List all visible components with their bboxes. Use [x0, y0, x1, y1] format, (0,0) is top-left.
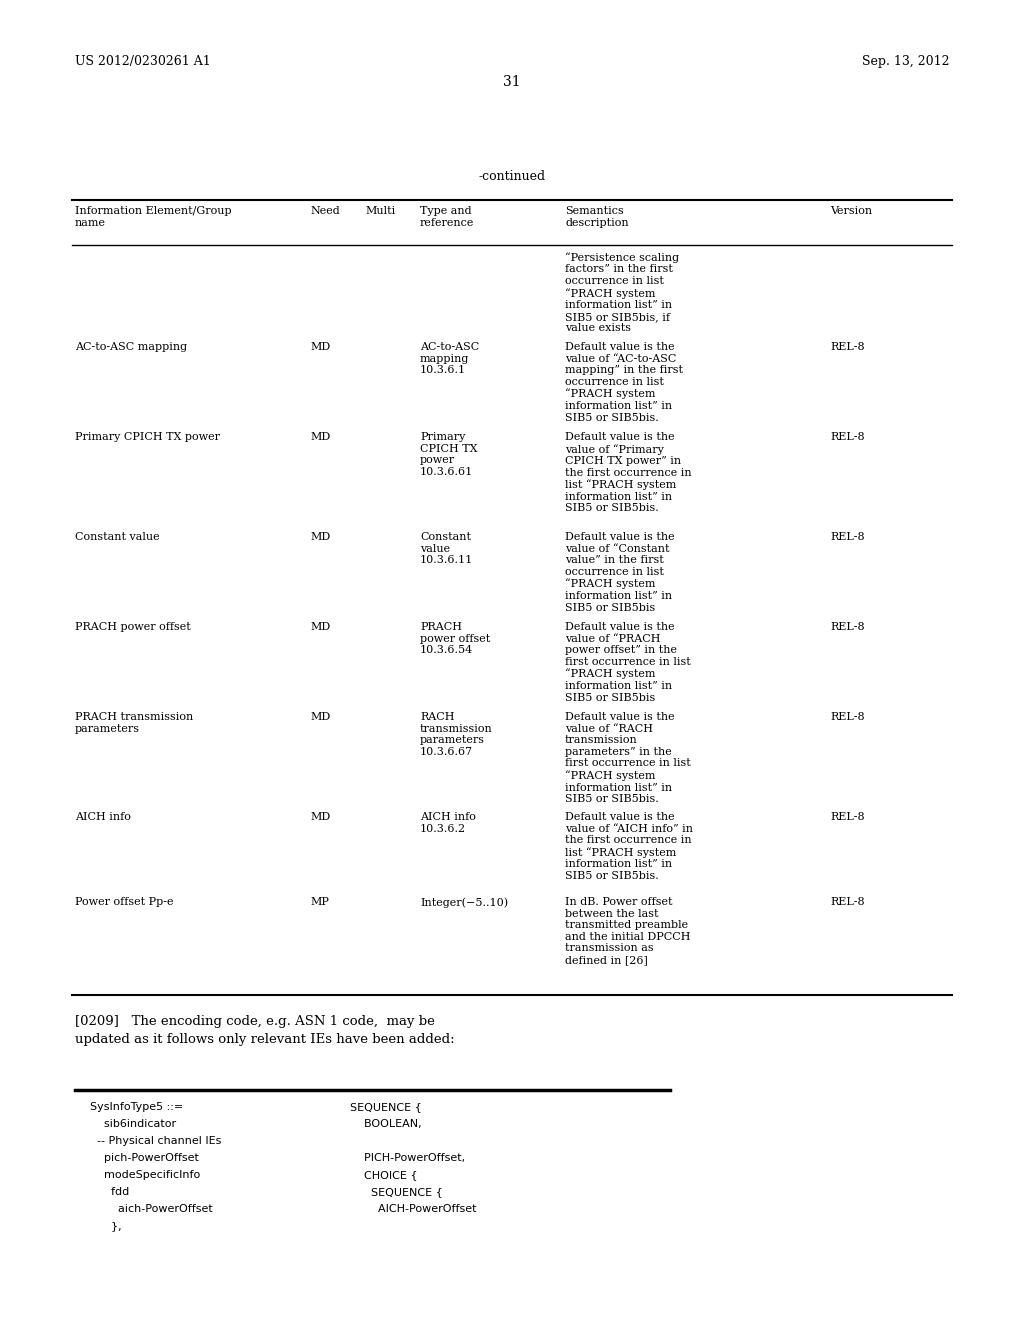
- Text: modeSpecificInfo: modeSpecificInfo: [90, 1170, 201, 1180]
- Text: Constant value: Constant value: [75, 532, 160, 543]
- Text: pich-PowerOffset: pich-PowerOffset: [90, 1152, 199, 1163]
- Text: updated as it follows only relevant IEs have been added:: updated as it follows only relevant IEs …: [75, 1034, 455, 1045]
- Text: Multi: Multi: [365, 206, 395, 216]
- Text: REL-8: REL-8: [830, 622, 864, 632]
- Text: SEQUENCE {: SEQUENCE {: [350, 1187, 442, 1197]
- Text: BOOLEAN,: BOOLEAN,: [350, 1119, 422, 1129]
- Text: REL-8: REL-8: [830, 812, 864, 822]
- Text: MD: MD: [310, 622, 331, 632]
- Text: -- Physical channel IEs: -- Physical channel IEs: [90, 1137, 221, 1146]
- Text: REL-8: REL-8: [830, 432, 864, 442]
- Text: Default value is the
value of “AC-to-ASC
mapping” in the first
occurrence in lis: Default value is the value of “AC-to-ASC…: [565, 342, 683, 422]
- Text: RACH
transmission
parameters
10.3.6.67: RACH transmission parameters 10.3.6.67: [420, 711, 493, 756]
- Text: Default value is the
value of “RACH
transmission
parameters” in the
first occurr: Default value is the value of “RACH tran…: [565, 711, 691, 804]
- Text: REL-8: REL-8: [830, 342, 864, 352]
- Text: Information Element/Group
name: Information Element/Group name: [75, 206, 231, 227]
- Text: AC-to-ASC
mapping
10.3.6.1: AC-to-ASC mapping 10.3.6.1: [420, 342, 479, 375]
- Text: PRACH
power offset
10.3.6.54: PRACH power offset 10.3.6.54: [420, 622, 490, 655]
- Text: Integer(−5..10): Integer(−5..10): [420, 898, 508, 908]
- Text: SysInfoType5 ::=: SysInfoType5 ::=: [90, 1102, 183, 1111]
- Text: AC-to-ASC mapping: AC-to-ASC mapping: [75, 342, 187, 352]
- Text: Constant
value
10.3.6.11: Constant value 10.3.6.11: [420, 532, 473, 565]
- Text: },: },: [90, 1221, 122, 1232]
- Text: Default value is the
value of “Primary
CPICH TX power” in
the first occurrence i: Default value is the value of “Primary C…: [565, 432, 691, 513]
- Text: MP: MP: [310, 898, 329, 907]
- Text: PICH-PowerOffset,: PICH-PowerOffset,: [350, 1152, 465, 1163]
- Text: Default value is the
value of “Constant
value” in the first
occurrence in list
“: Default value is the value of “Constant …: [565, 532, 675, 612]
- Text: AICH info
10.3.6.2: AICH info 10.3.6.2: [420, 812, 476, 834]
- Text: “Persistence scaling
factors” in the first
occurrence in list
“PRACH system
info: “Persistence scaling factors” in the fir…: [565, 252, 679, 334]
- Text: MD: MD: [310, 812, 331, 822]
- Text: MD: MD: [310, 711, 331, 722]
- Text: Sep. 13, 2012: Sep. 13, 2012: [861, 55, 949, 69]
- Text: [0209]   The encoding code, e.g. ASN 1 code,  may be: [0209] The encoding code, e.g. ASN 1 cod…: [75, 1015, 435, 1028]
- Text: -continued: -continued: [478, 170, 546, 183]
- Text: MD: MD: [310, 342, 331, 352]
- Text: aich-PowerOffset: aich-PowerOffset: [90, 1204, 213, 1214]
- Text: REL-8: REL-8: [830, 898, 864, 907]
- Text: AICH-PowerOffset: AICH-PowerOffset: [350, 1204, 476, 1214]
- Text: Semantics
description: Semantics description: [565, 206, 629, 227]
- Text: SEQUENCE {: SEQUENCE {: [350, 1102, 422, 1111]
- Text: PRACH transmission
parameters: PRACH transmission parameters: [75, 711, 194, 734]
- Text: In dB. Power offset
between the last
transmitted preamble
and the initial DPCCH
: In dB. Power offset between the last tra…: [565, 898, 690, 965]
- Text: 31: 31: [503, 75, 521, 88]
- Text: Type and
reference: Type and reference: [420, 206, 474, 227]
- Text: Primary CPICH TX power: Primary CPICH TX power: [75, 432, 220, 442]
- Text: REL-8: REL-8: [830, 532, 864, 543]
- Text: Default value is the
value of “AICH info” in
the first occurrence in
list “PRACH: Default value is the value of “AICH info…: [565, 812, 693, 880]
- Text: Power offset Pp-e: Power offset Pp-e: [75, 898, 173, 907]
- Text: Version: Version: [830, 206, 872, 216]
- Text: REL-8: REL-8: [830, 711, 864, 722]
- Text: Need: Need: [310, 206, 340, 216]
- Text: AICH info: AICH info: [75, 812, 131, 822]
- Text: fdd: fdd: [90, 1187, 129, 1197]
- Text: sib6indicator: sib6indicator: [90, 1119, 176, 1129]
- Text: CHOICE {: CHOICE {: [350, 1170, 418, 1180]
- Text: US 2012/0230261 A1: US 2012/0230261 A1: [75, 55, 211, 69]
- Text: Primary
CPICH TX
power
10.3.6.61: Primary CPICH TX power 10.3.6.61: [420, 432, 477, 477]
- Text: Default value is the
value of “PRACH
power offset” in the
first occurrence in li: Default value is the value of “PRACH pow…: [565, 622, 691, 702]
- Text: MD: MD: [310, 432, 331, 442]
- Text: MD: MD: [310, 532, 331, 543]
- Text: PRACH power offset: PRACH power offset: [75, 622, 190, 632]
